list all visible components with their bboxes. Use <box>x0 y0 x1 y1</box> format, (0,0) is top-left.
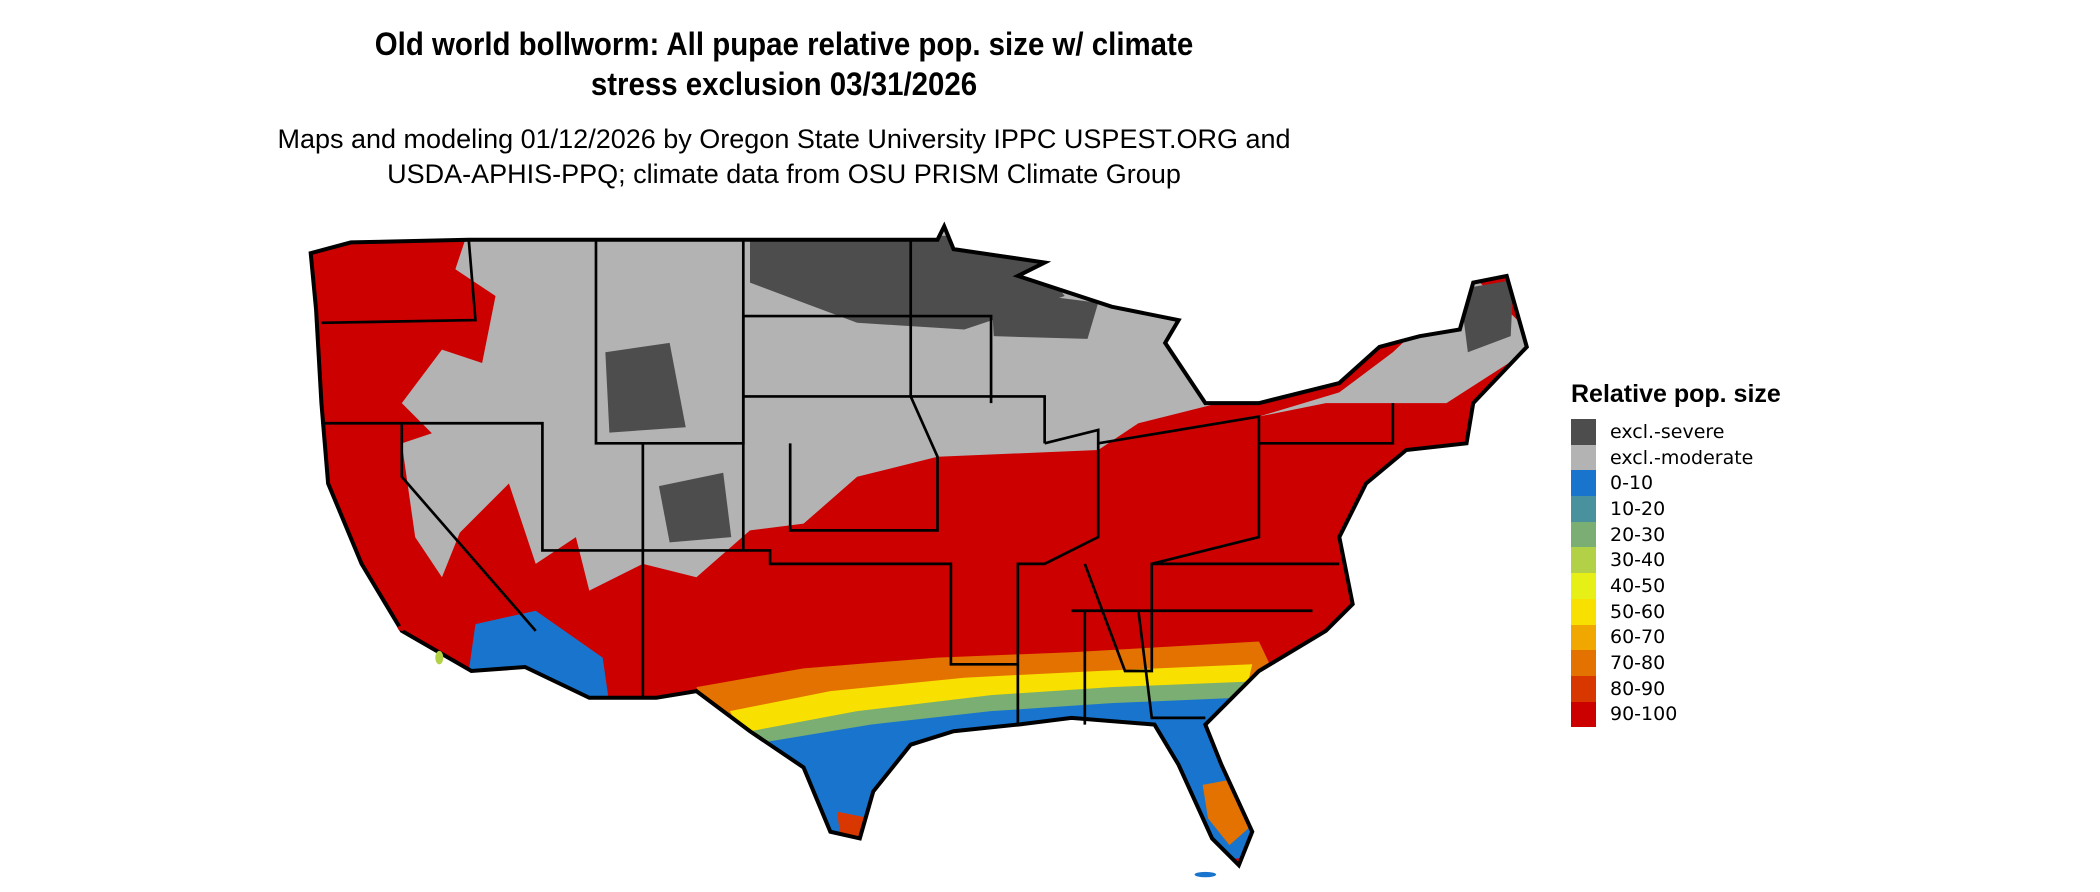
legend-label: 30-40 <box>1610 549 1666 572</box>
legend-swatch <box>1571 496 1596 522</box>
map-title: Old world bollworm: All pupae relative p… <box>63 24 1506 104</box>
legend-swatch <box>1571 598 1596 625</box>
excl-moderate-area-west <box>401 429 469 578</box>
legend-item: 90-100 <box>1571 701 1781 728</box>
legend-label: 10-20 <box>1610 497 1666 520</box>
legend-swatch <box>1571 650 1596 676</box>
legend-swatch <box>1571 444 1596 471</box>
legend-label: 40-50 <box>1610 574 1666 597</box>
legend: Relative pop. size excl.-severe excl.-mod… <box>1571 380 1781 728</box>
legend-item: excl.-moderate <box>1571 444 1781 471</box>
legend-item: 20-30 <box>1571 521 1781 548</box>
subtitle-line-2: USDA-APHIS-PPQ; climate data from OSU PR… <box>387 159 1181 189</box>
legend-item: 80-90 <box>1571 675 1781 702</box>
map-subtitle: Maps and modeling 01/12/2026 by Oregon S… <box>0 122 1568 192</box>
legend-label: excl.-moderate <box>1610 446 1754 469</box>
legend-item: 30-40 <box>1571 547 1781 574</box>
state-borders <box>311 226 1527 865</box>
legend-label: excl.-severe <box>1610 420 1725 443</box>
legend-label: 20-30 <box>1610 523 1666 546</box>
legend-swatch <box>1571 419 1596 445</box>
title-line-2: stress exclusion 03/31/2026 <box>590 66 978 102</box>
legend-item: 60-70 <box>1571 624 1781 651</box>
legend-label: 80-90 <box>1610 677 1666 700</box>
legend-item: excl.-severe <box>1571 419 1781 445</box>
islands <box>397 625 1217 878</box>
legend-swatch <box>1571 470 1596 497</box>
title-line-1: Old world bollworm: All pupae relative p… <box>374 26 1194 62</box>
legend-swatch <box>1571 675 1596 702</box>
legend-item: 40-50 <box>1571 573 1781 599</box>
legend-swatch <box>1571 547 1596 574</box>
legend-item: 0-10 <box>1571 470 1781 497</box>
legend-item: 50-60 <box>1571 598 1781 625</box>
legend-title: Relative pop. size <box>1571 380 1781 408</box>
class-0-10-area-southwest <box>468 610 610 705</box>
legend-label: 50-60 <box>1610 600 1666 623</box>
legend-label: 90-100 <box>1610 703 1678 726</box>
excl-severe-area-north-plains <box>750 235 1065 330</box>
legend-swatch <box>1571 624 1596 651</box>
excl-severe-area-michigan <box>991 289 1099 339</box>
excl-severe-area-wyoming <box>605 342 686 433</box>
legend-swatch <box>1571 521 1596 548</box>
legend-label: 70-80 <box>1610 652 1666 675</box>
subtitle-line-1: Maps and modeling 01/12/2026 by Oregon S… <box>277 124 1291 154</box>
legend-swatch <box>1571 573 1596 599</box>
legend-item: 70-80 <box>1571 650 1781 676</box>
excl-severe-area-maine <box>1459 279 1514 353</box>
legend-label: 60-70 <box>1610 626 1666 649</box>
legend-swatch <box>1571 701 1596 728</box>
legend-item: 10-20 <box>1571 496 1781 522</box>
excl-severe-area-colorado <box>658 472 732 543</box>
legend-label: 0-10 <box>1610 472 1654 495</box>
